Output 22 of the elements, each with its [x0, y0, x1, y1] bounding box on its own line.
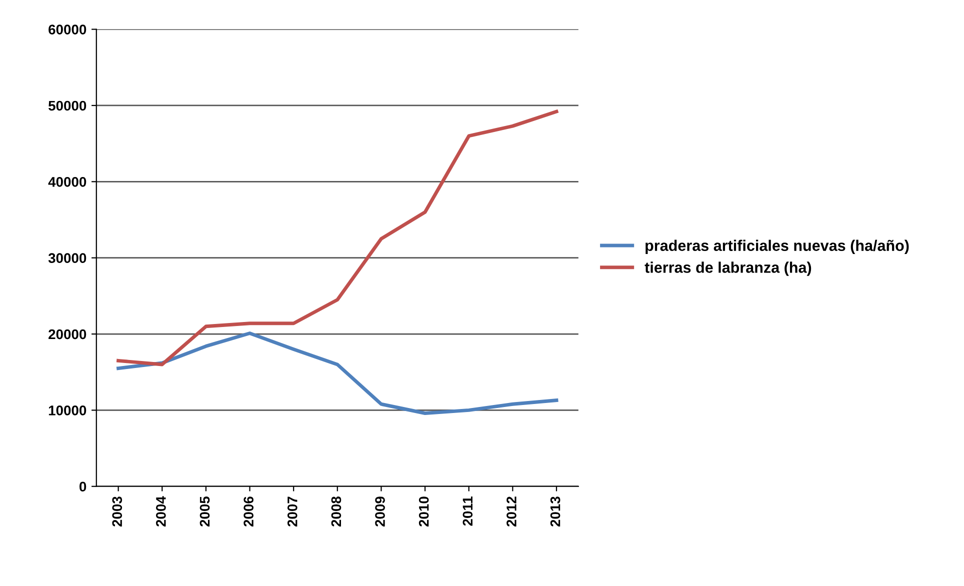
- x-tick-label: 2005: [200, 496, 210, 527]
- y-tick-label: 40000: [48, 176, 86, 187]
- y-tick-label: 30000: [48, 253, 86, 264]
- line-series: [116, 332, 558, 415]
- x-tick-label: 2010: [418, 496, 429, 527]
- x-tick-label: 2008: [331, 496, 342, 527]
- legend-label: tierras de labranza (ha): [644, 262, 812, 276]
- x-tick-label: 2004: [156, 496, 166, 527]
- y-tick-label: 0: [80, 482, 86, 492]
- y-tick-label: 10000: [48, 406, 86, 416]
- line-series: [116, 110, 558, 366]
- y-tick-label: 50000: [48, 100, 86, 111]
- x-tick-label: 2009: [375, 496, 385, 527]
- x-tick-label: 2011: [462, 496, 473, 526]
- x-tick-label: 2003: [112, 496, 122, 527]
- x-tick-label: 2012: [506, 496, 516, 527]
- x-tick-label: 2013: [550, 496, 560, 527]
- y-tick-label: 20000: [48, 329, 86, 340]
- x-tick-label: 2006: [244, 496, 254, 527]
- x-tick-label: 2007: [287, 496, 298, 527]
- legend-label: praderas artificiales nuevas (ha/año): [646, 240, 909, 254]
- y-tick-label: 60000: [48, 24, 86, 34]
